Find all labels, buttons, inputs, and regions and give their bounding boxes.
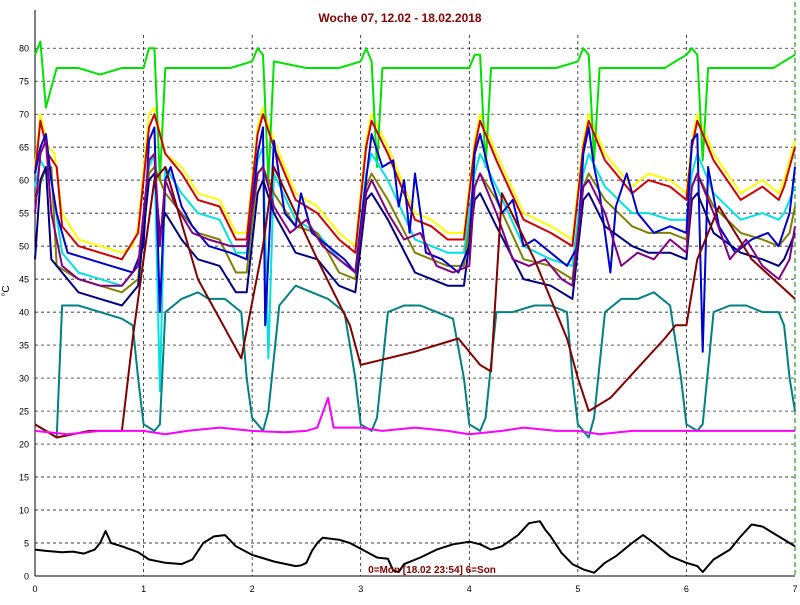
y-tick-label: 80 <box>19 44 29 54</box>
y-tick-label: 70 <box>19 110 29 120</box>
x-tick-label: 7 <box>792 584 797 594</box>
x-tick-label: 5 <box>575 584 580 594</box>
y-axis-label: °C <box>1 285 12 296</box>
y-tick-label: 55 <box>19 209 29 219</box>
series-group <box>34 40 796 574</box>
y-tick-label: 65 <box>19 143 29 153</box>
y-tick-label: 40 <box>19 308 29 318</box>
x-tick-label: 2 <box>250 584 255 594</box>
x-tick-label: 1 <box>141 584 146 594</box>
series-line-2 <box>34 40 796 182</box>
y-tick-label: 0 <box>24 572 29 582</box>
y-tick-label: 60 <box>19 176 29 186</box>
y-tick-label: 35 <box>19 341 29 351</box>
series-line-3 <box>34 113 796 261</box>
y-tick-label: 10 <box>19 506 29 516</box>
series-line-9 <box>34 284 796 439</box>
y-tick-label: 45 <box>19 275 29 285</box>
y-tick-label: 20 <box>19 440 29 450</box>
series-line-11 <box>34 396 795 436</box>
chart-title: Woche 07, 12.02 - 18.02.2018 <box>318 11 482 25</box>
y-tick-label: 30 <box>19 374 29 384</box>
x-tick-label: 4 <box>467 584 472 594</box>
y-tick-label: 5 <box>24 539 29 549</box>
series-line-8 <box>34 139 796 287</box>
y-tick-label: 75 <box>19 77 29 87</box>
x-tick-label: 3 <box>358 584 363 594</box>
series-line-12 <box>34 520 796 574</box>
y-tick-label: 15 <box>19 473 29 483</box>
x-tick-label: 6 <box>684 584 689 594</box>
x-axis-label: 0=Mon [18.02 23:54] 6=Son <box>368 565 496 576</box>
y-tick-label: 50 <box>19 242 29 252</box>
series-line-10 <box>34 166 796 439</box>
series-line-6 <box>34 126 796 353</box>
x-tick-label: 0 <box>32 584 37 594</box>
y-tick-label: 25 <box>19 407 29 417</box>
